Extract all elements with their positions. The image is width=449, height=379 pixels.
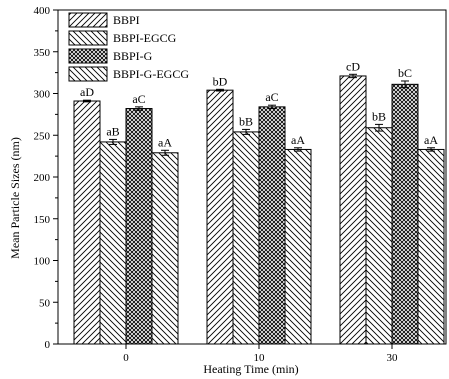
data-label: aC (265, 90, 278, 104)
data-label: aA (158, 135, 172, 149)
y-tick-label: 300 (34, 89, 51, 101)
x-axis: 0 10 30 (123, 344, 398, 364)
legend-swatch (68, 30, 108, 46)
data-label: bD (213, 74, 228, 88)
x-tick-label: 0 (123, 352, 129, 364)
legend-swatch (68, 48, 108, 64)
y-tick-label: 400 (34, 5, 51, 17)
bar (417, 148, 445, 345)
data-label: bC (398, 66, 412, 80)
x-axis-title: Heating Time (min) (203, 362, 298, 376)
data-label: bB (239, 114, 253, 128)
data-label: aA (424, 133, 438, 147)
legend-swatch (68, 66, 108, 82)
y-tick-label: 200 (34, 172, 51, 184)
bar (125, 108, 153, 345)
legend-swatch (68, 12, 108, 28)
x-tick-label: 10 (254, 352, 266, 364)
y-tick-label: 350 (34, 47, 51, 59)
x-tick-label: 30 (387, 352, 399, 364)
y-axis: 0 50 100 150 200 250 300 350 400 (34, 5, 58, 351)
bar (339, 75, 367, 345)
bar (365, 127, 393, 345)
bar (206, 89, 234, 345)
data-label: aB (106, 124, 119, 138)
y-tick-label: 0 (45, 339, 51, 351)
y-tick-label: 250 (34, 130, 51, 142)
y-axis-title: Mean Particle Sizes (nm) (8, 137, 22, 259)
bar (73, 100, 101, 345)
bar (151, 152, 179, 345)
bar (232, 131, 260, 345)
bar (258, 106, 286, 345)
data-label: cD (346, 59, 360, 73)
data-label: aC (132, 92, 145, 106)
legend-label: BBPI (113, 13, 140, 27)
bar (391, 83, 419, 345)
data-label: bB (372, 109, 386, 123)
legend-label: BBPI-G-EGCG (113, 67, 189, 81)
y-tick-label: 100 (34, 256, 51, 268)
bar (99, 141, 127, 345)
legend-label: BBPI-G (113, 49, 153, 63)
data-label: aD (80, 85, 94, 99)
bars-group: aD bD cD aB bB bB aC aC bC aA aA aA (73, 59, 445, 345)
y-tick-label: 150 (34, 214, 51, 226)
y-tick-label: 50 (39, 297, 51, 309)
legend: BBPI BBPI-EGCG BBPI-G BBPI-G-EGCG (68, 12, 189, 82)
legend-label: BBPI-EGCG (113, 31, 177, 45)
data-label: aA (291, 133, 305, 147)
bar (284, 148, 312, 345)
